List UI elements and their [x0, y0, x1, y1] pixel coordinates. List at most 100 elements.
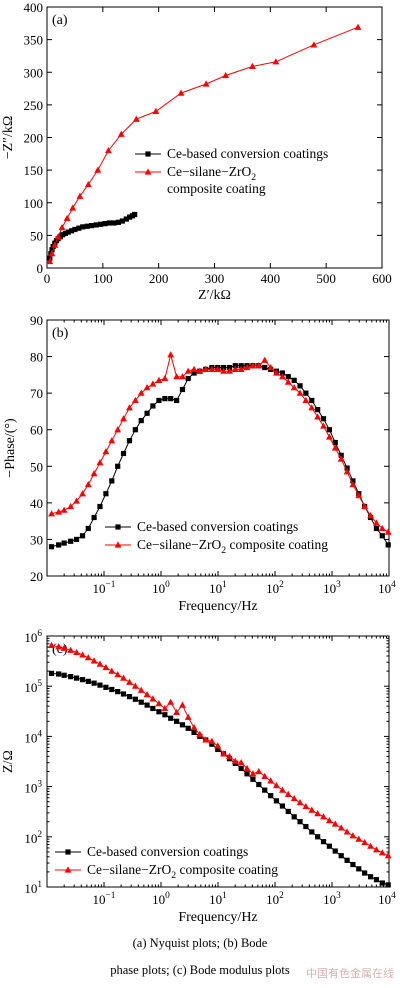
data-point — [96, 459, 104, 466]
x-tick-label: 10−1 — [93, 580, 116, 596]
data-point — [155, 700, 163, 707]
data-point — [97, 503, 103, 510]
x-tick-label: 102 — [266, 580, 284, 596]
data-point — [309, 397, 315, 404]
data-point — [79, 651, 86, 658]
data-point — [267, 777, 275, 784]
data-point — [250, 776, 256, 782]
data-point — [222, 71, 230, 79]
data-point — [320, 416, 327, 422]
data-point — [84, 654, 92, 661]
data-point — [115, 219, 122, 225]
x-tick-label: 10−1 — [93, 891, 116, 907]
data-point — [60, 644, 68, 651]
data-point — [284, 378, 292, 385]
data-point — [179, 373, 186, 380]
data-point — [373, 525, 380, 532]
data-point — [90, 470, 98, 477]
data-point — [80, 224, 86, 230]
data-point — [109, 686, 115, 693]
data-point — [296, 389, 304, 396]
data-point — [143, 691, 151, 698]
legend-label-ce-based: Ce-based conversion coatings — [167, 146, 328, 161]
data-point — [361, 838, 369, 846]
data-point — [367, 512, 374, 519]
caption-line-2: phase plots; (c) Bode modulus plots — [110, 963, 290, 977]
data-point — [231, 757, 239, 764]
legend: Ce-based conversion coatings Ce−silane−Zr… — [55, 844, 278, 881]
legend-label-composite: Ce−silane−ZrO2 composite coating — [137, 537, 328, 556]
data-point — [137, 686, 145, 693]
y-tick-label: 106 — [24, 629, 42, 645]
data-point — [279, 370, 286, 376]
x-tick-label: 104 — [378, 891, 396, 907]
data-point — [73, 675, 80, 681]
data-point — [167, 351, 175, 358]
data-point — [89, 222, 95, 229]
y-tick-label: 105 — [24, 679, 42, 695]
series-ce-based — [48, 670, 391, 888]
data-point — [196, 730, 204, 737]
data-point — [120, 674, 127, 681]
data-point — [94, 166, 102, 173]
data-point — [126, 694, 133, 700]
data-point — [56, 542, 62, 548]
data-point — [296, 799, 304, 806]
data-point — [378, 849, 386, 856]
data-point — [132, 696, 138, 702]
data-point — [65, 229, 71, 235]
y-tick-label: 40 — [30, 496, 43, 511]
data-point — [102, 221, 108, 227]
chart-panel-2: 10−1 100 101 102 103 104 20 30 40 50 60 70 80 90 Frequ… — [3, 313, 396, 614]
data-point — [208, 365, 216, 372]
data-point — [120, 450, 127, 457]
y-tick-label: 60 — [30, 423, 43, 438]
data-point — [68, 228, 75, 234]
x-tick-label: 100 — [152, 891, 170, 907]
data-point — [320, 839, 327, 845]
data-point — [302, 802, 310, 810]
data-point — [55, 508, 63, 515]
x-tick-label: 101 — [209, 891, 227, 907]
data-point — [226, 752, 233, 759]
data-point — [48, 544, 55, 550]
watermark: 中国有色金属在线 — [306, 967, 394, 980]
y-tick-label: 250 — [24, 98, 44, 113]
data-point — [238, 765, 244, 772]
data-point — [237, 365, 245, 372]
data-point — [79, 533, 86, 539]
data-point — [325, 433, 333, 440]
data-point — [262, 364, 268, 371]
y-axis-label: Z/Ω — [1, 750, 16, 773]
y-tick-label: 300 — [24, 65, 44, 80]
y-tick-label: 102 — [24, 830, 42, 846]
data-point — [174, 718, 180, 724]
data-point — [362, 870, 368, 876]
data-point — [267, 363, 275, 371]
data-point — [131, 682, 139, 689]
data-point — [337, 824, 345, 831]
data-point — [76, 225, 82, 231]
data-point — [214, 742, 222, 749]
data-point — [226, 367, 233, 374]
data-point — [243, 363, 251, 371]
data-point — [49, 247, 55, 253]
data-point — [320, 813, 327, 820]
data-point — [208, 737, 216, 744]
data-point — [91, 514, 97, 521]
data-point — [68, 674, 74, 680]
data-point — [46, 257, 54, 265]
y-tick-label: 104 — [24, 729, 42, 745]
data-point — [48, 250, 56, 257]
legend: Ce-based conversion coatings Ce−silane−Zr… — [135, 146, 328, 196]
y-tick-label: 50 — [30, 228, 43, 243]
data-point — [150, 705, 156, 712]
legend-marker-triangle — [144, 168, 152, 175]
data-point — [331, 820, 339, 827]
y-tick-label: 90 — [30, 313, 43, 328]
data-point — [114, 426, 122, 433]
y-tick-label: 80 — [30, 350, 43, 365]
data-point — [126, 404, 133, 411]
data-point — [315, 834, 321, 840]
data-point — [290, 794, 298, 802]
